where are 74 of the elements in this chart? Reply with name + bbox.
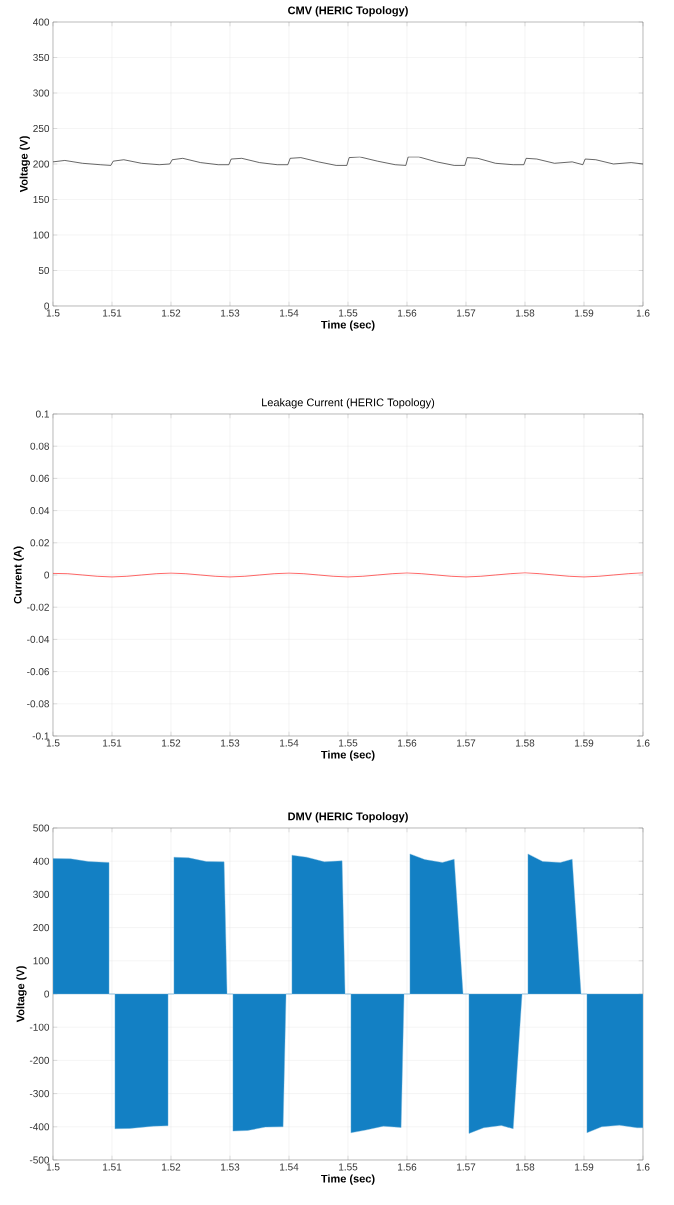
y-tick-label: -0.02 (27, 603, 49, 611)
x-tick-label: 1.6 (636, 1163, 650, 1171)
x-tick-label: 1.58 (516, 1163, 535, 1171)
x-tick-label: 1.57 (457, 739, 476, 747)
y-tick-label: 100 (33, 957, 50, 965)
x-tick-label: 1.53 (221, 739, 240, 747)
x-tick-label: 1.55 (339, 1163, 358, 1171)
chart-title: DMV (HERIC Topology) (288, 812, 408, 823)
x-tick-label: 1.58 (516, 309, 535, 317)
x-tick-label: 1.56 (398, 1163, 417, 1171)
x-tick-label: 1.57 (457, 309, 476, 317)
y-tick-label: 0.1 (35, 410, 49, 418)
y-tick-label: 0.06 (30, 474, 50, 482)
y-tick-label: -0.06 (27, 668, 50, 676)
x-tick-label: 1.58 (516, 739, 535, 747)
y-tick-label: -100 (29, 1023, 50, 1031)
y-tick-label: 350 (33, 53, 50, 62)
y-tick-label: 0.04 (30, 507, 50, 515)
x-tick-label: 1.59 (575, 739, 594, 747)
y-tick-label: 500 (33, 824, 50, 832)
x-tick-label: 1.55 (339, 739, 358, 747)
x-tick-label: 1.52 (162, 739, 181, 747)
y-axis-title: Voltage (V) (16, 966, 27, 1023)
x-tick-label: 1.51 (103, 1163, 122, 1171)
x-tick-label: 1.54 (280, 739, 299, 747)
y-tick-label: 300 (33, 89, 50, 97)
x-tick-label: 1.6 (636, 309, 650, 317)
x-tick-label: 1.56 (398, 739, 417, 747)
x-tick-label: 1.53 (221, 1163, 240, 1171)
x-axis-title: Time (sec) (321, 1174, 375, 1185)
x-tick-label: 1.5 (46, 739, 60, 747)
x-tick-label: 1.57 (457, 1163, 476, 1171)
y-tick-label: -300 (29, 1090, 50, 1098)
x-tick-label: 1.6 (636, 739, 650, 747)
y-tick-label: -200 (29, 1056, 50, 1064)
x-tick-label: 1.56 (398, 309, 417, 317)
y-tick-label: 0.08 (30, 442, 50, 450)
y-tick-label: -0.1 (32, 732, 49, 740)
x-tick-label: 1.51 (103, 739, 122, 747)
y-axis-title: Voltage (V) (19, 136, 30, 193)
y-tick-label: 300 (33, 890, 50, 898)
x-tick-label: 1.54 (280, 1163, 299, 1171)
x-axis-title: Time (sec) (321, 750, 375, 761)
y-tick-label: -0.04 (27, 635, 50, 643)
y-tick-label: 200 (33, 160, 50, 168)
y-tick-label: 250 (33, 124, 50, 133)
x-tick-label: 1.55 (339, 309, 358, 317)
y-tick-label: 150 (33, 195, 50, 204)
y-tick-label: 200 (33, 924, 50, 932)
x-tick-label: 1.5 (46, 309, 60, 317)
y-axis-title: Current (A) (13, 546, 24, 604)
y-tick-label: -0.08 (27, 700, 50, 708)
y-tick-label: 0 (44, 571, 50, 579)
x-tick-label: 1.52 (162, 309, 181, 317)
x-tick-label: 1.54 (280, 309, 299, 317)
x-axis-title: Time (sec) (321, 320, 375, 331)
x-tick-label: 1.5 (46, 1163, 60, 1171)
line-series (53, 156, 643, 166)
y-tick-label: 100 (33, 231, 50, 239)
y-tick-label: 0.02 (30, 539, 49, 547)
x-tick-label: 1.59 (575, 1163, 594, 1171)
y-tick-label: -400 (29, 1123, 50, 1131)
chart-title: Leakage Current (HERIC Topology) (262, 398, 435, 409)
x-tick-label: 1.59 (575, 309, 594, 317)
x-tick-label: 1.52 (162, 1163, 181, 1171)
y-tick-label: 400 (33, 857, 50, 865)
y-tick-label: 0 (44, 302, 50, 310)
x-tick-label: 1.51 (103, 309, 122, 317)
y-tick-label: 0 (44, 990, 50, 998)
y-tick-label: -500 (29, 1156, 50, 1164)
x-tick-label: 1.53 (221, 309, 240, 317)
y-tick-label: 400 (33, 18, 50, 26)
chart-title: CMV (HERIC Topology) (288, 6, 408, 17)
y-tick-label: 50 (38, 266, 50, 275)
